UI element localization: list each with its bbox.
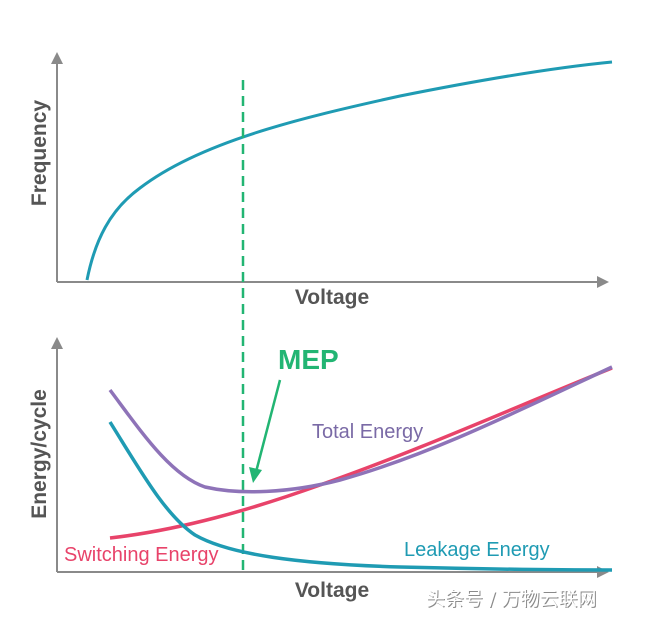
mep-label: MEP (278, 344, 339, 375)
mep-arrow-shaft (254, 379, 282, 473)
frequency-chart: Frequency Voltage (28, 52, 613, 309)
frequency-curve (85, 60, 613, 281)
total-energy-curve (108, 365, 613, 494)
energy-y-axis-arrow (51, 337, 63, 349)
bottom-voltage-axis-title: Voltage (295, 579, 369, 602)
energy-chart: Energy/cycle Voltage Total Energy Switch… (28, 337, 613, 602)
leakage-energy-curve (108, 421, 613, 572)
switching-energy-label: Switching Energy (64, 544, 219, 566)
energy-x-axis-arrow (597, 566, 609, 578)
frequency-y-axis-arrow (51, 52, 63, 64)
frequency-x-axis-arrow (597, 276, 609, 288)
energy-axis-title: Energy/cycle (28, 389, 51, 519)
watermark-text-shadow: 头条号 / 万物云联网 (427, 589, 597, 611)
total-energy-label: Total Energy (312, 421, 423, 443)
watermark-text: 头条号 / 万物云联网 (426, 588, 596, 610)
top-voltage-axis-title: Voltage (295, 286, 369, 309)
switching-energy-curve (109, 366, 613, 540)
watermark: 头条号 / 万物云联网 头条号 / 万物云联网 (426, 588, 597, 611)
frequency-axis-title: Frequency (28, 100, 51, 207)
mep-arrow-head (249, 467, 262, 483)
leakage-energy-label: Leakage Energy (404, 539, 550, 561)
